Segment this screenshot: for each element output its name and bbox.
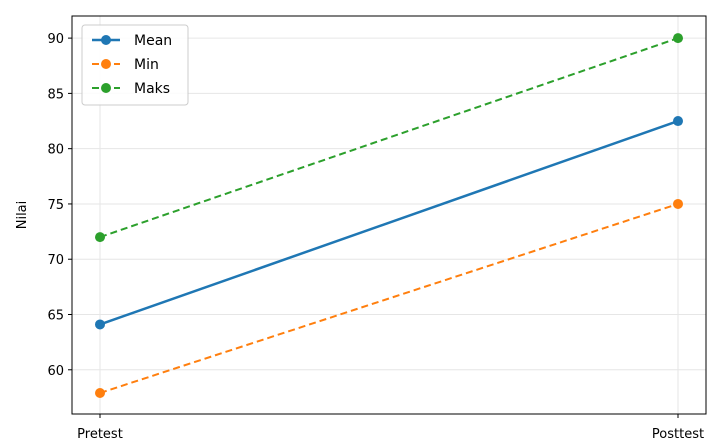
legend-label-min: Min [134,57,159,73]
legend-label-maks: Maks [134,81,170,97]
series-layer [95,33,683,398]
axis-ticks: 60 65 70 75 80 85 90 Pretest Posttest [47,32,704,442]
y-tick-label: 90 [47,32,64,47]
y-tick-label: 60 [47,364,64,379]
series-line-maks [99,37,679,239]
y-tick-label: 80 [47,143,64,158]
series-line-mean [99,119,679,326]
data-point-maks [95,232,105,243]
y-axis-label: Nilai [15,201,30,230]
data-point-min [673,198,683,209]
legend-marker-min [101,59,111,69]
y-tick-label: 75 [47,198,64,213]
data-point-mean [673,116,683,127]
legend-marker-maks [101,83,111,93]
legend: Mean Min Maks [81,24,189,106]
data-point-min [95,387,105,398]
y-tick-label: 85 [47,87,64,102]
legend-marker-mean [101,35,111,45]
y-tick-label: 70 [47,253,64,268]
series-line-min [99,202,679,394]
x-tick-label: Posttest [652,427,704,442]
y-tick-label: 65 [47,309,64,324]
data-point-mean [95,319,105,330]
x-tick-label: Pretest [77,427,123,442]
plot-frame [71,15,707,415]
data-point-maks [673,33,683,44]
legend-label-mean: Mean [134,33,172,49]
